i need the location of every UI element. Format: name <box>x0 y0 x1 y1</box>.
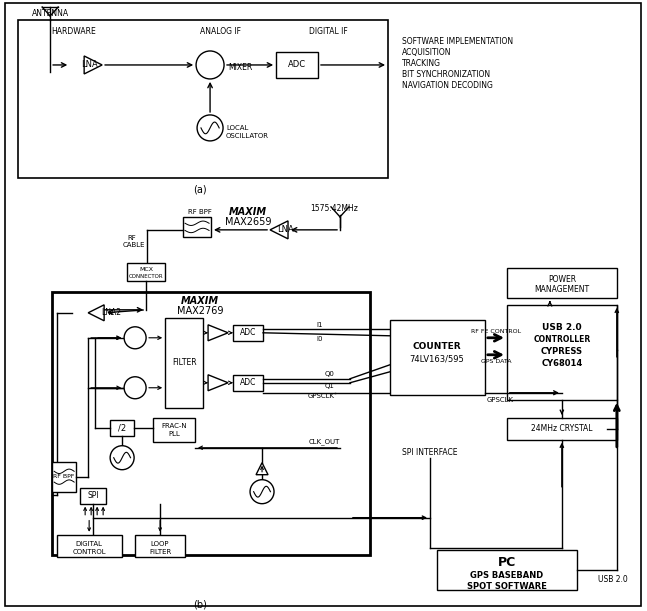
Circle shape <box>197 115 223 141</box>
Text: CABLE: CABLE <box>122 242 145 248</box>
Polygon shape <box>256 463 268 475</box>
FancyBboxPatch shape <box>135 535 185 557</box>
Text: SPI: SPI <box>87 491 99 500</box>
Text: MAX2769: MAX2769 <box>177 306 223 316</box>
Text: MAXIM: MAXIM <box>229 207 267 217</box>
Text: MAX2659: MAX2659 <box>225 217 271 227</box>
Polygon shape <box>88 305 104 321</box>
Text: GPSCLK: GPSCLK <box>487 397 513 403</box>
Text: SPOT SOFTWARE: SPOT SOFTWARE <box>467 582 547 591</box>
Text: RF: RF <box>127 235 136 241</box>
Polygon shape <box>84 56 102 74</box>
Circle shape <box>250 480 274 503</box>
FancyBboxPatch shape <box>127 263 165 281</box>
FancyBboxPatch shape <box>507 418 617 440</box>
FancyBboxPatch shape <box>390 320 485 395</box>
Text: DIGITAL IF: DIGITAL IF <box>309 27 347 37</box>
Text: CLK_OUT: CLK_OUT <box>309 438 340 445</box>
Circle shape <box>196 51 224 79</box>
FancyBboxPatch shape <box>52 462 76 492</box>
Text: RF FE CONTROL: RF FE CONTROL <box>471 329 521 334</box>
Text: RF BPF: RF BPF <box>188 209 212 215</box>
FancyBboxPatch shape <box>507 305 617 400</box>
Text: (a): (a) <box>193 185 207 195</box>
Text: CY68014: CY68014 <box>542 359 582 368</box>
Text: PLL: PLL <box>168 431 180 437</box>
FancyBboxPatch shape <box>507 268 617 298</box>
Circle shape <box>124 327 146 349</box>
Text: CONTROL: CONTROL <box>72 549 106 555</box>
Text: BIT SYNCHRONIZATION: BIT SYNCHRONIZATION <box>402 70 490 79</box>
Text: ADC: ADC <box>240 378 256 387</box>
FancyBboxPatch shape <box>437 550 577 590</box>
Text: ANTENNA: ANTENNA <box>32 10 69 18</box>
Text: USB 2.0: USB 2.0 <box>542 323 582 332</box>
Text: LNA2: LNA2 <box>101 309 121 317</box>
Text: FILTER: FILTER <box>149 549 171 555</box>
FancyBboxPatch shape <box>233 325 263 341</box>
Text: GPS BASEBAND: GPS BASEBAND <box>470 571 543 580</box>
Text: DIGITAL: DIGITAL <box>76 541 103 547</box>
Text: ANALOG IF: ANALOG IF <box>199 27 241 37</box>
FancyBboxPatch shape <box>52 292 370 555</box>
Circle shape <box>110 445 134 470</box>
Text: GPS DATA: GPS DATA <box>481 359 511 364</box>
Text: SPI INTERFACE: SPI INTERFACE <box>402 448 457 457</box>
Text: RF BPF: RF BPF <box>54 474 75 479</box>
Text: MIXER: MIXER <box>228 64 252 73</box>
Text: FRAC-N: FRAC-N <box>161 423 187 429</box>
Text: GPSCLK: GPSCLK <box>308 393 335 399</box>
Text: HARDWARE: HARDWARE <box>50 27 96 37</box>
Text: NAVIGATION DECODING: NAVIGATION DECODING <box>402 81 493 90</box>
FancyBboxPatch shape <box>183 217 211 237</box>
FancyBboxPatch shape <box>153 418 195 442</box>
Text: Q1: Q1 <box>325 382 335 389</box>
Text: ADC: ADC <box>288 60 306 70</box>
Polygon shape <box>208 325 228 341</box>
Text: LNA: LNA <box>277 225 293 235</box>
Text: I1: I1 <box>317 322 324 327</box>
FancyBboxPatch shape <box>110 420 134 436</box>
FancyBboxPatch shape <box>165 318 203 408</box>
Text: ACQUISITION: ACQUISITION <box>402 48 452 57</box>
Polygon shape <box>208 375 228 391</box>
Text: PC: PC <box>498 556 516 569</box>
Text: (b): (b) <box>193 599 207 610</box>
Text: MANAGEMENT: MANAGEMENT <box>534 285 589 295</box>
Text: MAXIM: MAXIM <box>181 296 219 306</box>
Text: 74LV163/595: 74LV163/595 <box>410 354 465 364</box>
Text: /2: /2 <box>118 423 126 432</box>
Text: MCX: MCX <box>139 268 153 273</box>
Text: LOCAL: LOCAL <box>226 125 248 131</box>
FancyBboxPatch shape <box>80 488 106 503</box>
Text: POWER: POWER <box>548 276 576 284</box>
Text: USB 2.0: USB 2.0 <box>598 575 628 584</box>
Text: 1575.42MHz: 1575.42MHz <box>310 204 358 213</box>
FancyBboxPatch shape <box>233 375 263 391</box>
Text: Q0: Q0 <box>325 371 335 377</box>
Polygon shape <box>270 221 288 239</box>
Text: ADC: ADC <box>240 328 256 337</box>
Text: CONNECTOR: CONNECTOR <box>129 274 164 279</box>
Text: COUNTER: COUNTER <box>413 342 461 351</box>
Text: LNA: LNA <box>81 60 98 70</box>
Text: TRACKING: TRACKING <box>402 59 441 68</box>
Text: 24MHz CRYSTAL: 24MHz CRYSTAL <box>531 424 593 433</box>
Text: CONTROLLER: CONTROLLER <box>533 335 591 344</box>
FancyBboxPatch shape <box>276 52 318 78</box>
FancyBboxPatch shape <box>18 20 388 178</box>
Text: SOFTWARE IMPLEMENTATION: SOFTWARE IMPLEMENTATION <box>402 37 513 46</box>
Text: I0: I0 <box>317 336 324 342</box>
Text: LOOP: LOOP <box>151 541 170 547</box>
Text: FILTER: FILTER <box>171 358 197 367</box>
FancyBboxPatch shape <box>57 535 122 557</box>
Text: OSCILLATOR: OSCILLATOR <box>226 133 269 139</box>
Circle shape <box>124 377 146 399</box>
Text: CYPRESS: CYPRESS <box>541 347 583 356</box>
